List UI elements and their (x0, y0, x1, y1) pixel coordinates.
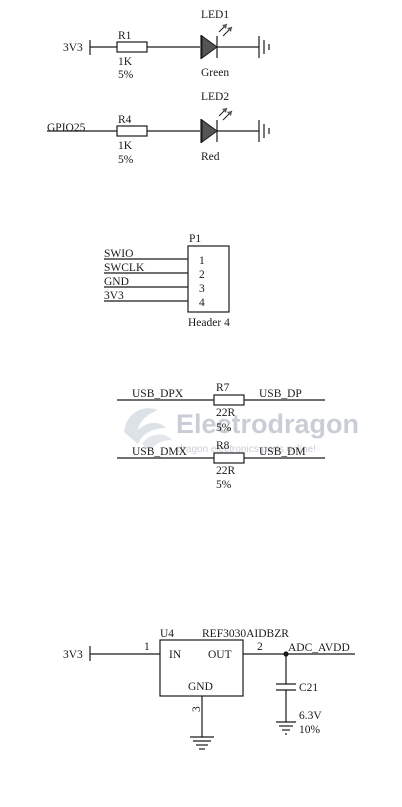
regulator-u4: U4 REF3030AIDBZR IN OUT GND 3V3 1 2 ADC_… (63, 628, 355, 750)
output-net-label: ADC_AVDD (288, 642, 350, 654)
r4-ref: R4 (118, 114, 132, 126)
u4-pin-in-number: 1 (144, 641, 150, 653)
led1-circuit: 3V3 R1 1K 5% LED1 Green (63, 9, 270, 81)
ground-symbol-icon (258, 120, 270, 142)
r8-right-net: USB_DM (259, 446, 306, 458)
u4-part: REF3030AIDBZR (202, 628, 289, 640)
r8-left-net: USB_DMX (132, 446, 188, 458)
header-net-1: SWIO (104, 248, 133, 260)
u4-pin-gnd-number: 3 (191, 706, 203, 712)
usb-r7-circuit: USB_DPX R7 USB_DP 22R 5% (117, 382, 325, 434)
r1-value: 1K (118, 56, 133, 68)
header-name: Header 4 (188, 317, 230, 329)
r1-ref: R1 (118, 30, 132, 42)
c21-voltage: 6.3V (299, 710, 322, 722)
c21-ref: C21 (299, 682, 318, 694)
u4-pin-gnd-label: GND (188, 681, 213, 693)
u4-pin-out-number: 2 (257, 641, 263, 653)
u4-pin-in-label: IN (169, 649, 182, 661)
ground-symbol-icon (190, 736, 214, 750)
led1-color: Green (201, 67, 229, 79)
net-label-gpio25: GPIO25 (47, 122, 86, 134)
header-net-4: 3V3 (104, 290, 124, 302)
header-net-3: GND (104, 276, 129, 288)
capacitor-c21-icon (276, 683, 296, 691)
header-pin-1: 1 (199, 255, 205, 267)
r7-ref: R7 (216, 382, 230, 394)
r7-resistor (213, 394, 245, 406)
r7-value: 22R (216, 407, 236, 419)
r4-value: 1K (118, 140, 133, 152)
led2-color: Red (201, 151, 220, 163)
r4-resistor (116, 125, 148, 137)
net-label-3v3-regulator: 3V3 (63, 649, 83, 661)
usb-r8-circuit: USB_DMX R8 USB_DM 22R 5% (117, 440, 325, 491)
ground-symbol-icon (276, 721, 296, 735)
r8-value: 22R (216, 465, 236, 477)
header-pin-2: 2 (199, 269, 205, 281)
c21-tolerance: 10% (299, 724, 321, 736)
r8-tolerance: 5% (216, 479, 232, 491)
header-pin-3: 3 (199, 283, 205, 295)
header-net-2: SWCLK (104, 262, 145, 274)
led1-ref: LED1 (201, 9, 229, 21)
r8-ref: R8 (216, 440, 230, 452)
r7-left-net: USB_DPX (132, 388, 184, 400)
net-label-3v3-led: 3V3 (63, 42, 83, 54)
r4-tolerance: 5% (118, 154, 134, 166)
dragon-logo-icon (124, 408, 172, 452)
led2-ref: LED2 (201, 91, 229, 103)
r7-right-net: USB_DP (259, 388, 302, 400)
ground-symbol-icon (258, 36, 270, 58)
led1-diode-icon (200, 23, 233, 59)
u4-ref: U4 (160, 628, 174, 640)
led2-circuit: GPIO25 R4 1K 5% LED2 Red (47, 91, 270, 166)
r7-tolerance: 5% (216, 422, 232, 434)
r1-tolerance: 5% (118, 69, 134, 81)
watermark-brand: Electrodragon (176, 409, 359, 439)
header-pin-4: 4 (199, 297, 205, 309)
led2-diode-icon (200, 107, 233, 143)
watermark: Electrodragon dragon electronics parts o… (124, 408, 359, 455)
header-ref: P1 (189, 233, 201, 245)
u4-pin-out-label: OUT (208, 649, 232, 661)
watermark-tagline: dragon electronics parts online! (177, 444, 316, 455)
r1-resistor (116, 41, 148, 53)
header-p1: P1 Header 4 SWIO 1 SWCLK 2 GND 3 3V3 4 (104, 233, 230, 329)
header-body (187, 245, 230, 313)
